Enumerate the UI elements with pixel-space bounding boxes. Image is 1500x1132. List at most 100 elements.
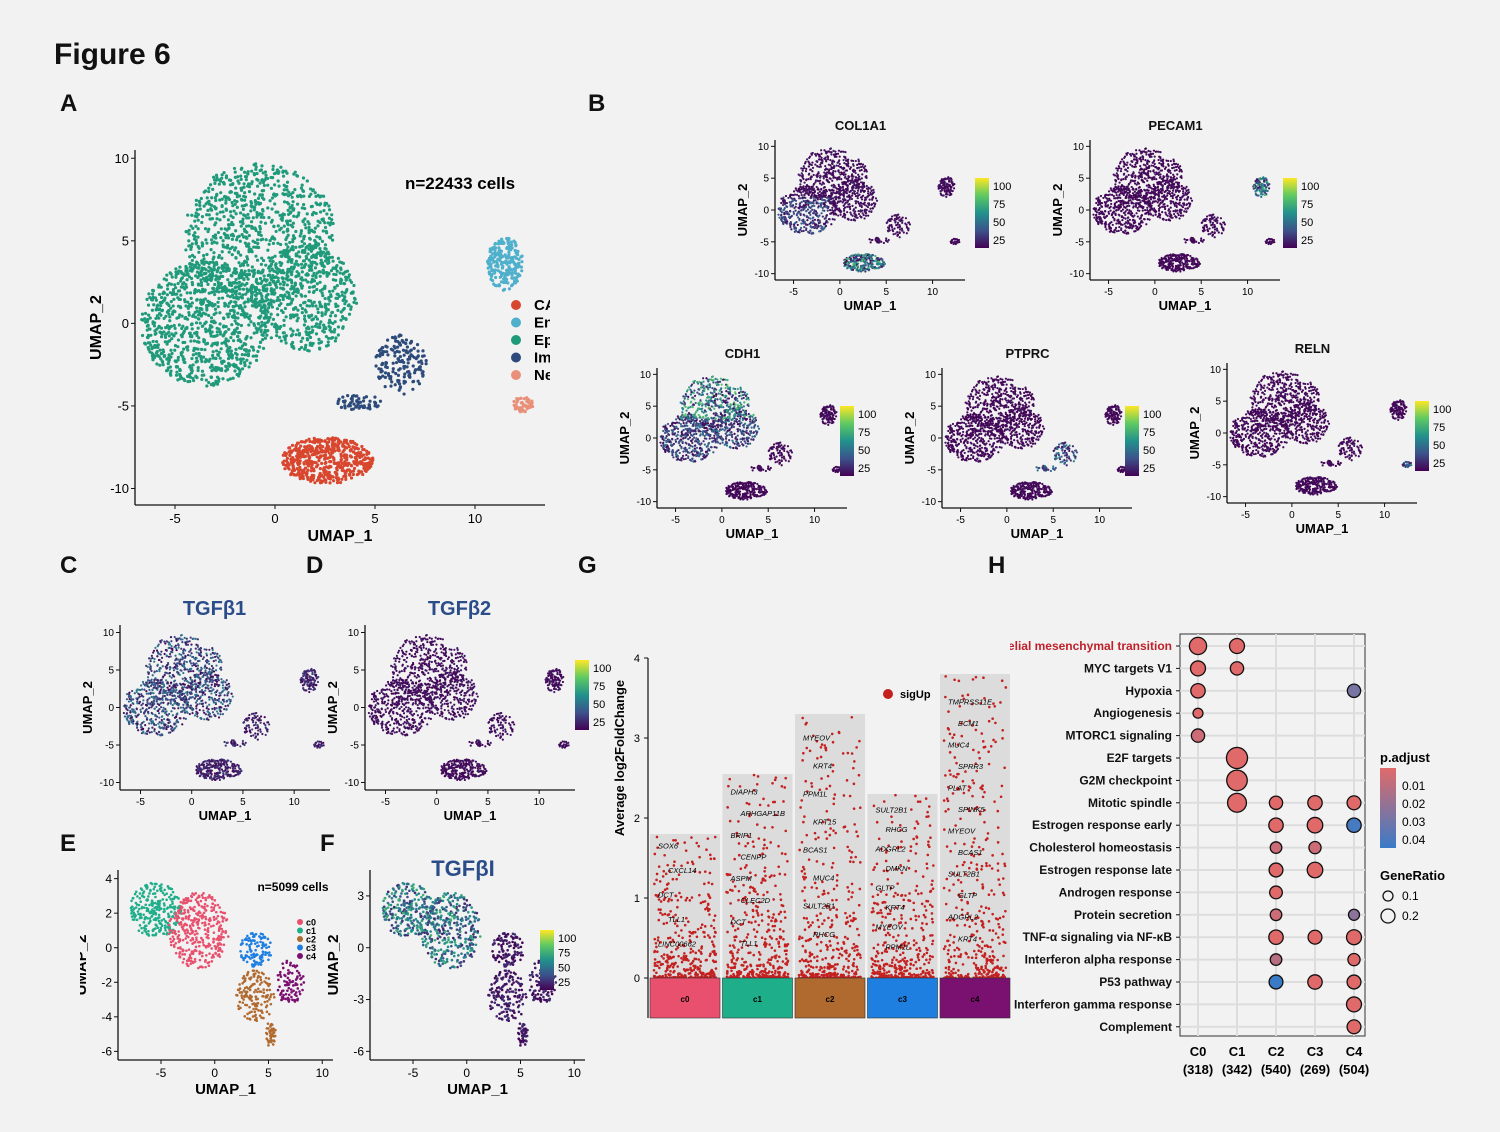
b0-point (833, 165, 836, 168)
b0-point (806, 230, 810, 233)
a-point (234, 186, 238, 190)
a-point (247, 242, 251, 246)
a-point (300, 183, 304, 187)
b0-point (818, 190, 821, 193)
a-point (165, 357, 169, 361)
a-point (208, 331, 213, 335)
b0-point (854, 195, 858, 198)
a-point (308, 285, 312, 289)
a-point (310, 204, 314, 208)
a-point (217, 296, 221, 300)
a-point (174, 331, 178, 335)
b0-point (803, 162, 807, 165)
b0-point (820, 152, 823, 155)
a-point (339, 464, 343, 468)
a-point (186, 213, 190, 217)
a-point (493, 268, 498, 272)
b0-point (849, 181, 852, 184)
a-point (299, 231, 303, 235)
b0-point (848, 198, 851, 201)
b0-point (864, 214, 868, 217)
a-point (296, 472, 300, 477)
b0-point (800, 172, 803, 175)
a-point (326, 221, 330, 225)
a-point (242, 170, 247, 174)
a-point (212, 175, 216, 179)
a-point (309, 249, 313, 253)
b0-point (789, 210, 792, 213)
a-point (245, 255, 249, 259)
b0-point (948, 184, 951, 187)
b0-point (800, 193, 803, 197)
a-point (212, 264, 216, 269)
a-point (158, 348, 162, 352)
b0-point (807, 201, 811, 205)
a-point (196, 366, 200, 370)
a-point (320, 305, 324, 309)
a-point (154, 316, 158, 321)
a-point (166, 362, 170, 366)
b0-point (798, 229, 801, 232)
a-point (284, 219, 289, 223)
b0-point (870, 203, 874, 206)
b0-point (850, 159, 853, 162)
b0-point (795, 193, 799, 196)
a-point (163, 333, 167, 337)
a-point (325, 231, 329, 235)
a-point (332, 461, 336, 465)
a-point (273, 322, 278, 326)
a-point (272, 325, 277, 329)
a-point (256, 196, 261, 200)
b0-point (814, 199, 817, 202)
a-point (209, 248, 213, 252)
a-point (287, 190, 291, 194)
b0-point (859, 181, 863, 184)
a-point (242, 277, 246, 282)
a-point (329, 474, 333, 478)
a-point (212, 255, 216, 259)
b0-point (850, 218, 853, 222)
a-point (304, 226, 308, 230)
a-point (143, 317, 147, 321)
a-point (258, 181, 262, 185)
b0-point (900, 227, 903, 230)
a-point (298, 245, 302, 249)
a-point (327, 260, 331, 265)
b0-point (841, 167, 844, 170)
a-point (326, 475, 330, 480)
b0-point (846, 185, 849, 188)
a-point (203, 289, 207, 293)
a-point (254, 358, 259, 363)
b0-x-tick-label: 5 (883, 287, 889, 298)
b0-point (851, 268, 855, 271)
a-point (305, 336, 309, 341)
a-point (224, 330, 228, 334)
a-point (361, 399, 366, 403)
a-legend-label: Immune (534, 350, 550, 367)
a-point (231, 271, 235, 275)
a-point (200, 241, 204, 245)
a-point (324, 310, 328, 314)
a-point (245, 257, 250, 261)
a-point (316, 242, 321, 246)
b0-point (862, 190, 866, 193)
a-point (223, 227, 227, 231)
a-point (191, 314, 195, 318)
a-point (304, 310, 308, 314)
b0-point (864, 212, 868, 215)
a-point (339, 452, 343, 456)
a-point (206, 208, 210, 213)
a-point (260, 323, 264, 328)
a-point (240, 219, 245, 223)
b0-point (954, 237, 957, 241)
b0-point (823, 149, 826, 152)
a-point (309, 192, 313, 196)
a-point (265, 315, 269, 319)
a-point (211, 334, 216, 338)
a-point (511, 283, 515, 287)
a-point (292, 468, 297, 472)
a-title: n=22433 cells (405, 174, 515, 193)
b0-point (811, 166, 815, 169)
a-point (288, 278, 292, 282)
a-point (345, 269, 350, 273)
